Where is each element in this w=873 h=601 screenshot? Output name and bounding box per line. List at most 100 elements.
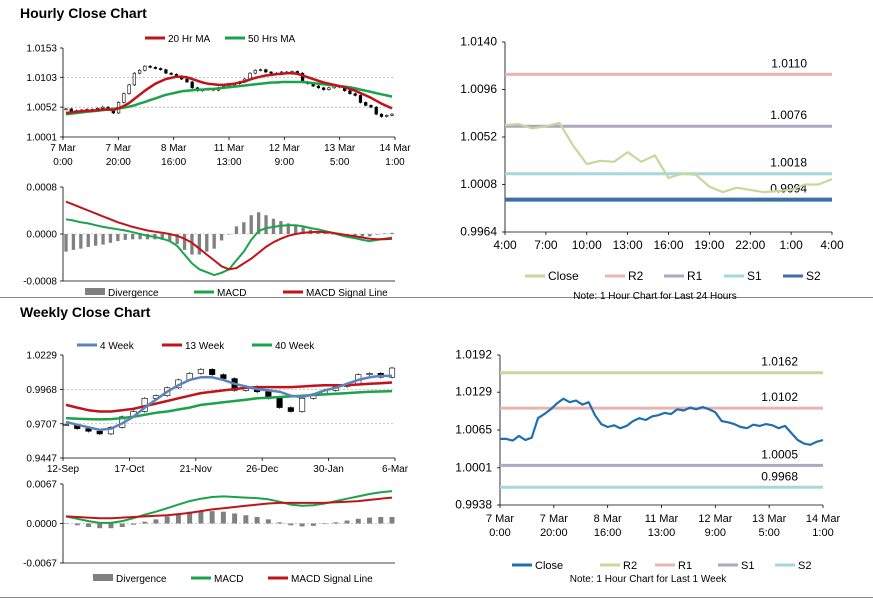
weekly-candles-candle	[62, 424, 70, 426]
weekly-legend-macd-label: MACD	[214, 574, 243, 585]
hourly-macd-divergence-bar	[175, 234, 179, 244]
weekly-macd-divergence-bar	[288, 523, 294, 526]
hourly-candles-xtick-label: 8 Mar 16:00	[161, 143, 187, 168]
hourly-macd-divergence-bar	[123, 234, 127, 240]
weekly-macd-divergence-bar	[198, 511, 204, 524]
hourly-macd-divergence-bar	[101, 234, 105, 245]
hourly-macd-divergence-bar	[286, 223, 290, 234]
hourly-macd-divergence-bar	[182, 234, 187, 250]
hourly-levels-ytick-label: 1.0008	[460, 177, 497, 191]
hourly-levels-legend-r2-label: R2	[628, 269, 644, 283]
hourly-candles-candle	[127, 84, 131, 94]
weekly-levels-xtick-label-line: 8 Mar	[594, 513, 622, 525]
hourly-candles-xtick-label-line: 0:00	[53, 157, 73, 168]
weekly-macd-divergence-bar	[232, 513, 238, 524]
hourly-candles-candle	[264, 69, 268, 73]
hourly-candles-xtick-label-line: 8 Mar	[161, 143, 187, 154]
hourly-macd-divergence-bar	[71, 234, 76, 250]
hourly-macd-divergence-bar	[64, 234, 68, 252]
hourly-levels-xtick-label: 16:00	[653, 238, 683, 252]
hourly-levels-level-label: 1.0076	[770, 108, 807, 122]
weekly-legend-13-week-label: 13 Week	[185, 341, 225, 352]
hourly-candles-candle	[379, 113, 384, 117]
hourly-macd-divergence-bar	[316, 231, 320, 234]
weekly-macd-divergence-bar	[119, 523, 125, 528]
hourly-levels-xtick-label: 22:00	[735, 238, 765, 252]
weekly-levels-xtick-label: 8 Mar 16:00	[594, 513, 622, 539]
hourly-levels-legend-s1-label: S1	[747, 269, 762, 283]
weekly-levels-ytick-label: 1.0065	[455, 423, 492, 437]
weekly-candles-ytick-label: 0.9447	[26, 454, 57, 465]
weekly-levels-note: Note: 1 Hour Chart for Last 1 Week	[570, 574, 728, 585]
hourly-macd-divergence-bar	[205, 234, 209, 252]
weekly-levels-legend-r1-label: R1	[678, 560, 692, 572]
weekly-macd-ytick-label: 0.0000	[26, 519, 57, 530]
weekly-levels-xtick-label-line: 11 Mar	[645, 513, 679, 525]
weekly-levels-xtick-label-line: 13:00	[648, 527, 676, 539]
weekly-levels-xtick-label: 7 Mar 0:00	[486, 513, 514, 539]
weekly-macd-divergence-bar	[322, 523, 328, 525]
weekly-levels-xtick-label-line: 5:00	[758, 527, 779, 539]
weekly-macd-divergence-bar	[209, 511, 215, 524]
hourly-levels-legend-close-label: Close	[548, 269, 579, 283]
weekly-levels-legend-s2-label: S2	[798, 560, 811, 572]
hourly-candles-xtick-label-line: 12 Mar	[269, 143, 301, 154]
weekly-candles-ytick-label: 1.0229	[26, 351, 57, 362]
hourly-candles-candle	[348, 90, 352, 94]
hourly-candles-xtick-label-line: 11 Mar	[214, 143, 245, 154]
weekly-candles-candle	[85, 428, 92, 432]
weekly-candles-candle	[388, 367, 396, 378]
weekly-macd-divergence-bar	[389, 517, 395, 524]
weekly-macd-divergence-bar	[254, 517, 260, 524]
weekly-macd-divergence-bar	[367, 517, 373, 524]
hourly-levels-legend-r1-label: R1	[687, 269, 703, 283]
hourly-levels-ytick-label: 1.0096	[460, 82, 497, 96]
hourly-candles-xtick-label-line: 16:00	[161, 157, 186, 168]
hourly-levels-xtick-label: 13:00	[613, 238, 643, 252]
weekly-candles-candle	[287, 407, 294, 412]
weekly-levels-legend-s1-label: S1	[741, 560, 754, 572]
hourly-macd-divergence-bar	[79, 234, 83, 249]
hourly-macd-divergence-bar	[264, 215, 268, 234]
weekly-candles-candle	[96, 430, 103, 435]
hourly-macd-divergence-bar	[256, 212, 261, 234]
weekly-levels-ytick-label: 1.0129	[455, 385, 492, 399]
hourly-macd-divergence-bar	[86, 234, 90, 247]
hourly-candles-candle	[385, 115, 389, 117]
hourly-levels-xtick-label: 1:00	[779, 238, 803, 252]
hourly-macd-signal-line	[65, 200, 393, 271]
hourly-candles-xtick-label: 13 Mar 5:00	[324, 143, 356, 168]
hourly-macd-divergence-bar	[160, 234, 164, 240]
hourly-candles-candle	[137, 69, 142, 74]
hourly-macd-divergence-bar	[279, 221, 283, 234]
hourly-candles-candle	[364, 102, 368, 106]
hourly-levels-ytick-label: 1.0052	[460, 130, 497, 144]
hourly-macd-divergence-bar	[242, 222, 246, 234]
weekly-macd-divergence-bar	[97, 523, 103, 529]
hourly-candles-candle	[122, 93, 126, 103]
weekly-candles-xtick-label: 26-Dec	[246, 464, 278, 475]
weekly-macd-macd-line	[65, 490, 393, 524]
hourly-macd-divergence-bar	[219, 234, 224, 241]
hourly-macd-macd-line	[65, 218, 393, 277]
hourly-candles-candle	[374, 106, 378, 115]
weekly-legend-signal-label: MACD Signal Line	[291, 574, 373, 585]
hourly-candles-xtick-label-line: 7 Mar	[50, 143, 76, 154]
hourly-candles-candle	[358, 95, 363, 103]
hourly-macd-divergence-bar	[131, 234, 135, 240]
hourly-macd-divergence-bar	[331, 234, 335, 235]
hourly-legend-divergence-label: Divergence	[108, 288, 159, 299]
hourly-candles-candle	[316, 85, 321, 89]
hourly-candles-candle	[169, 72, 173, 75]
weekly-macd-divergence-bar	[378, 517, 384, 524]
hourly-levels-xtick-label: 4:00	[493, 238, 517, 252]
hourly-macd-divergence-bar	[234, 226, 239, 234]
weekly-macd-divergence-bar	[164, 516, 170, 524]
hourly-macd-divergence-bar	[116, 234, 120, 242]
weekly-macd-divergence-bar	[344, 520, 350, 524]
hourly-legend-macd-label: MACD	[217, 288, 246, 299]
weekly-macd-divergence-bar	[130, 523, 136, 525]
hourly-levels-level-label: 1.0018	[770, 156, 807, 170]
weekly-levels-xtick-label: 7 Mar 20:00	[540, 513, 568, 539]
hourly-macd-divergence-bar	[212, 234, 216, 249]
